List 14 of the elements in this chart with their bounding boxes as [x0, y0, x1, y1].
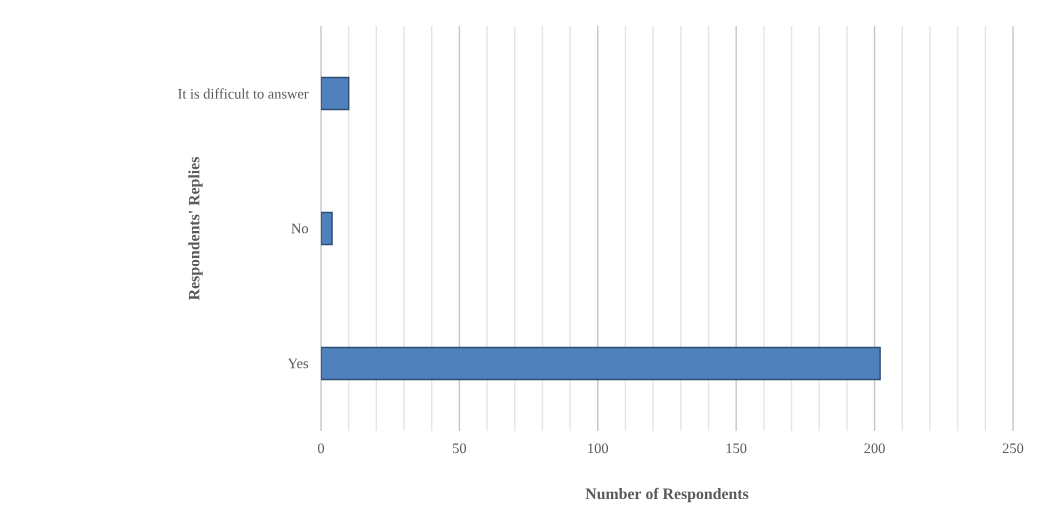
x-tick-label: 150 [726, 443, 747, 454]
x-tick-label: 200 [864, 443, 885, 454]
y-tick-label: Yes [287, 358, 309, 369]
x-tick-label: 0 [317, 443, 325, 454]
x-axis-title: Number of Respondents [585, 487, 749, 503]
y-tick-label: It is difficult to answer [178, 88, 309, 99]
bar [321, 346, 881, 381]
x-tick-label: 100 [588, 443, 609, 454]
bar [321, 211, 333, 246]
bar [321, 76, 350, 111]
y-axis-title: Respondents' Replies [188, 157, 203, 301]
y-tick-label: No [291, 223, 309, 234]
x-tick-label: 250 [1002, 443, 1024, 454]
x-tick-label: 50 [453, 443, 467, 454]
